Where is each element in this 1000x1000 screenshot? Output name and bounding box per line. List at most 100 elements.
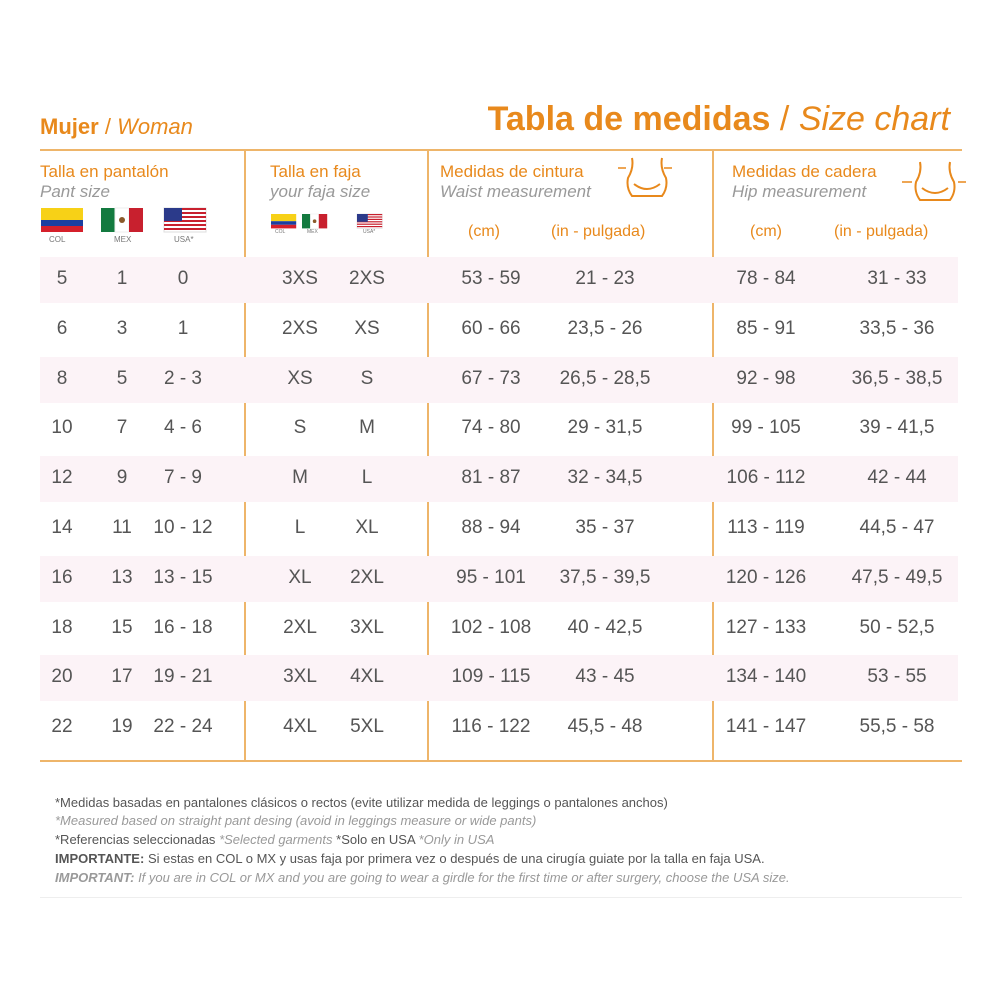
flag-label: USA* [174, 235, 194, 244]
cell: 16 - 18 [153, 616, 213, 638]
cell: 102 - 108 [450, 616, 532, 638]
cell: 81 - 87 [461, 467, 521, 489]
cell: 5 [56, 268, 68, 289]
cell: 21 - 23 [575, 268, 635, 289]
cell: 141 - 147 [725, 716, 807, 738]
note-bold: IMPORTANT: [55, 870, 135, 885]
cell: 37,5 - 39,5 [559, 566, 651, 588]
cell: 7 - 9 [163, 467, 203, 489]
group-subtitle: your faja size [270, 182, 371, 201]
cell: 20 [51, 666, 73, 688]
cell: 36,5 - 38,5 [851, 367, 943, 389]
cell: 39 - 41,5 [859, 417, 935, 439]
cell: 127 - 133 [725, 616, 807, 638]
cell: 1 [116, 268, 128, 289]
cell: 10 [51, 417, 73, 439]
cell: 8 [56, 367, 68, 389]
row-stripe [40, 655, 958, 702]
cell: 29 - 31,5 [567, 417, 643, 439]
cell: S [293, 417, 307, 439]
row-stripe [40, 456, 958, 503]
row-stripe [40, 555, 958, 602]
cell: 32 - 34,5 [567, 467, 643, 489]
cell: 85 - 91 [736, 317, 796, 339]
note: IMPORTANTE: Si estas en COL o MX y usas … [55, 851, 765, 866]
cell: 15 [111, 616, 133, 638]
cell: 44,5 - 47 [859, 517, 935, 538]
cell: 88 - 94 [461, 517, 521, 538]
bottom-rule [40, 760, 962, 762]
unit: (cm) [468, 223, 500, 240]
cell: 19 [111, 716, 133, 738]
cell: 33,5 - 36 [859, 317, 935, 339]
title-es: Tabla de medidas [487, 100, 771, 138]
cell: 109 - 115 [451, 666, 531, 688]
cell: 53 - 59 [461, 268, 521, 289]
cell: 5XL [350, 716, 384, 738]
cell: M [359, 417, 375, 439]
cell: 5 [116, 367, 128, 389]
cell: 3XL [283, 666, 317, 688]
note: *Measured based on straight pant desing … [55, 813, 537, 828]
arrows [618, 167, 966, 183]
cell: 17 [111, 666, 133, 688]
cell: 13 - 15 [153, 566, 213, 588]
flag-col [271, 214, 297, 229]
cell: 60 - 66 [461, 317, 521, 339]
cell: 53 - 55 [867, 666, 927, 688]
group-subtitle: Pant size [40, 182, 110, 201]
cell: L [294, 517, 306, 538]
cell: 9 [116, 467, 128, 489]
cell: 4XL [283, 716, 317, 738]
cell: 99 - 105 [731, 417, 801, 439]
group-subtitle: Hip measurement [732, 182, 867, 201]
cell: M [292, 467, 308, 489]
cell: 13 [111, 566, 133, 588]
flag-mex [100, 207, 144, 233]
cell: S [360, 367, 374, 389]
header-rule [40, 149, 962, 151]
flag-mex [301, 213, 328, 229]
cell: 2XL [350, 566, 384, 588]
flag-label: USA* [363, 229, 376, 235]
note: *Medidas basadas en pantalones clásicos … [55, 795, 668, 810]
note-text: If you are in COL or MX and you are goin… [138, 870, 790, 885]
cell: XS [354, 317, 380, 339]
cell: 3XL [350, 616, 384, 638]
cell: 1 [177, 317, 189, 339]
cell: 4 - 6 [163, 417, 203, 439]
cell: 16 [51, 566, 73, 588]
cell: 113 - 119 [727, 517, 805, 538]
footer-rule [40, 897, 962, 898]
cell: 43 - 45 [575, 666, 635, 688]
cell: 2XL [283, 616, 317, 638]
cell: 22 - 24 [153, 716, 213, 738]
sep: / [104, 114, 111, 139]
cell: 67 - 73 [461, 367, 521, 389]
woman-en: Woman [117, 114, 193, 139]
flag-usa [163, 207, 207, 233]
cell: 19 - 21 [153, 666, 213, 688]
cell: 35 - 37 [575, 517, 635, 538]
cell: 23,5 - 26 [567, 317, 643, 339]
cell: 42 - 44 [867, 467, 927, 489]
cell: 50 - 52,5 [859, 616, 935, 638]
row-stripe [40, 257, 958, 303]
cell: 134 - 140 [725, 666, 807, 688]
cell: XL [288, 566, 312, 588]
note-text: Si estas en COL o MX y usas faja por pri… [147, 851, 765, 866]
divider [712, 150, 714, 760]
flag-label: MEX [307, 229, 318, 235]
cell: 6 [56, 317, 68, 339]
note-part: *Referencias seleccionadas [55, 832, 216, 847]
cell: 116 - 122 [451, 716, 531, 738]
flag-label: COL [275, 229, 286, 235]
note-part: *Only in USA [418, 832, 495, 847]
divider [427, 150, 429, 760]
cell: 78 - 84 [736, 268, 796, 289]
cell: 12 [51, 467, 73, 489]
woman-es: Mujer [40, 114, 99, 139]
flag-usa [356, 213, 383, 229]
unit: (in - pulgada) [551, 223, 646, 240]
cell: 3 [116, 317, 128, 339]
